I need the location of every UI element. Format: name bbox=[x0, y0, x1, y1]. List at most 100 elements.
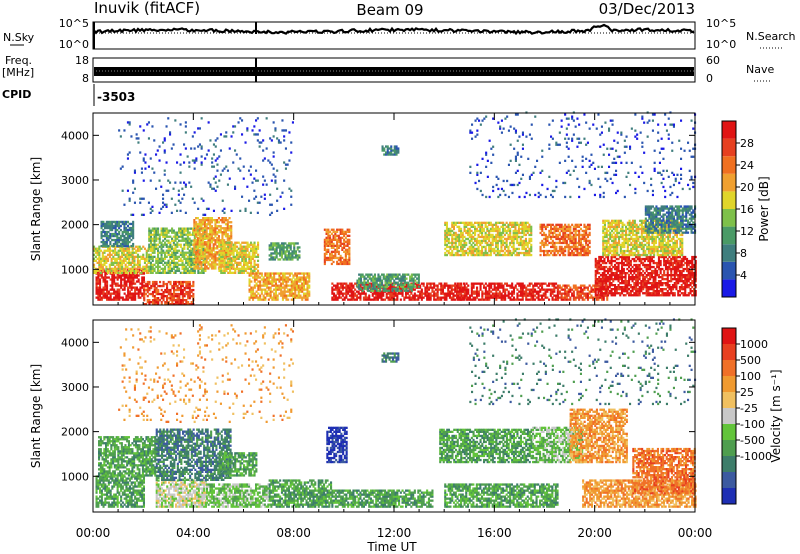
range-gate-cell bbox=[269, 282, 272, 285]
range-gate-cell bbox=[100, 267, 103, 270]
range-gate-cell bbox=[336, 228, 339, 231]
range-gate-cell bbox=[115, 271, 118, 274]
range-gate-cell bbox=[203, 231, 206, 234]
range-gate-cell bbox=[579, 243, 582, 247]
range-gate-cell bbox=[528, 282, 531, 285]
range-gate-cell bbox=[239, 261, 242, 264]
range-gate-cell bbox=[477, 251, 480, 255]
range-gate-cell bbox=[273, 250, 276, 253]
range-gate-cell bbox=[488, 286, 491, 289]
range-gate-cell bbox=[396, 294, 399, 297]
range-gate-cell bbox=[472, 223, 475, 226]
range-gate-cell bbox=[185, 253, 188, 256]
range-gate-cell bbox=[160, 257, 163, 260]
range-gate-cell bbox=[107, 298, 110, 301]
range-gate-cell bbox=[488, 296, 491, 299]
range-gate-cell bbox=[539, 223, 542, 226]
range-gate-cell bbox=[155, 245, 158, 248]
range-gate-cell bbox=[105, 222, 108, 226]
range-gate-cell bbox=[444, 229, 447, 233]
range-gate-cell bbox=[130, 298, 133, 301]
range-gate-cell bbox=[128, 222, 131, 226]
range-gate-cell bbox=[200, 229, 203, 232]
range-gate-cell bbox=[297, 288, 300, 291]
range-gate-cell bbox=[130, 244, 133, 248]
range-gate-cell bbox=[550, 249, 553, 253]
range-gate-cell bbox=[125, 238, 128, 242]
range-gate-cell bbox=[472, 237, 475, 241]
range-gate-cell bbox=[386, 285, 389, 288]
range-gate-cell bbox=[192, 227, 195, 230]
range-gate-cell bbox=[348, 286, 351, 289]
range-gate-cell bbox=[514, 298, 517, 301]
range-gate-cell bbox=[185, 269, 188, 272]
range-gate-cell bbox=[323, 240, 326, 243]
range-gate-cell bbox=[336, 290, 339, 293]
range-gate-cell bbox=[500, 235, 503, 239]
range-gate-cell bbox=[348, 298, 351, 301]
range-gate-cell bbox=[279, 250, 282, 253]
range-gate-cell bbox=[120, 286, 123, 289]
range-gate-cell bbox=[212, 257, 215, 260]
range-gate-cell bbox=[519, 286, 522, 289]
range-gate-cell bbox=[126, 234, 129, 238]
range-gate-cell bbox=[151, 257, 154, 260]
range-gate-cell bbox=[207, 261, 210, 264]
range-gate-cell bbox=[341, 286, 344, 289]
range-gate-cell bbox=[143, 267, 146, 270]
range-gate-cell bbox=[237, 267, 240, 270]
range-gate-cell bbox=[341, 228, 344, 231]
range-gate-cell bbox=[192, 267, 195, 270]
range-gate-cell bbox=[405, 277, 408, 280]
range-gate-cell bbox=[510, 235, 513, 239]
range-gate-cell bbox=[202, 267, 205, 270]
range-gate-cell bbox=[337, 252, 340, 256]
range-gate-cell bbox=[470, 290, 473, 293]
range-gate-cell bbox=[160, 243, 163, 246]
range-gate-cell bbox=[119, 236, 122, 240]
range-gate-cell bbox=[173, 282, 176, 286]
range-gate-cell bbox=[286, 244, 289, 247]
range-gate-cell bbox=[172, 267, 175, 270]
range-gate-cell bbox=[295, 278, 298, 281]
range-gate-cell bbox=[339, 240, 342, 243]
range-gate-cell bbox=[113, 282, 116, 285]
range-gate-cell bbox=[155, 233, 158, 236]
range-gate-cell bbox=[546, 288, 549, 291]
range-gate-cell bbox=[217, 229, 220, 232]
range-gate-cell bbox=[488, 247, 491, 251]
range-gate-cell bbox=[196, 261, 199, 264]
range-gate-cell bbox=[304, 288, 307, 291]
range-gate-cell bbox=[125, 232, 128, 236]
range-gate-cell bbox=[557, 227, 560, 231]
range-gate-cell bbox=[358, 279, 361, 282]
range-gate-cell bbox=[297, 280, 300, 283]
range-gate-cell bbox=[209, 237, 212, 240]
range-gate-cell bbox=[373, 287, 376, 290]
range-gate-cell bbox=[393, 273, 396, 276]
range-gate-cell bbox=[214, 267, 217, 270]
range-gate-cell bbox=[292, 282, 295, 285]
range-gate-cell bbox=[323, 242, 326, 245]
range-gate-cell bbox=[105, 220, 108, 224]
range-gate-cell bbox=[470, 243, 473, 247]
range-gate-cell bbox=[387, 298, 390, 301]
range-gate-cell bbox=[505, 229, 508, 233]
range-gate-cell bbox=[370, 289, 373, 292]
range-gate-cell bbox=[454, 284, 457, 287]
range-gate-cell bbox=[504, 298, 507, 301]
range-gate-cell bbox=[290, 294, 293, 297]
range-gate-cell bbox=[502, 223, 505, 226]
range-gate-cell bbox=[306, 288, 309, 291]
range-gate-cell bbox=[144, 292, 147, 296]
range-gate-cell bbox=[327, 248, 330, 251]
range-gate-cell bbox=[151, 269, 154, 272]
range-gate-cell bbox=[490, 282, 493, 285]
range-gate-cell bbox=[102, 294, 105, 297]
range-gate-cell bbox=[348, 284, 351, 287]
range-gate-cell bbox=[185, 237, 188, 240]
range-gate-cell bbox=[193, 225, 196, 228]
range-gate-cell bbox=[417, 273, 420, 276]
range-gate-cell bbox=[514, 231, 517, 235]
range-gate-cell bbox=[393, 279, 396, 282]
